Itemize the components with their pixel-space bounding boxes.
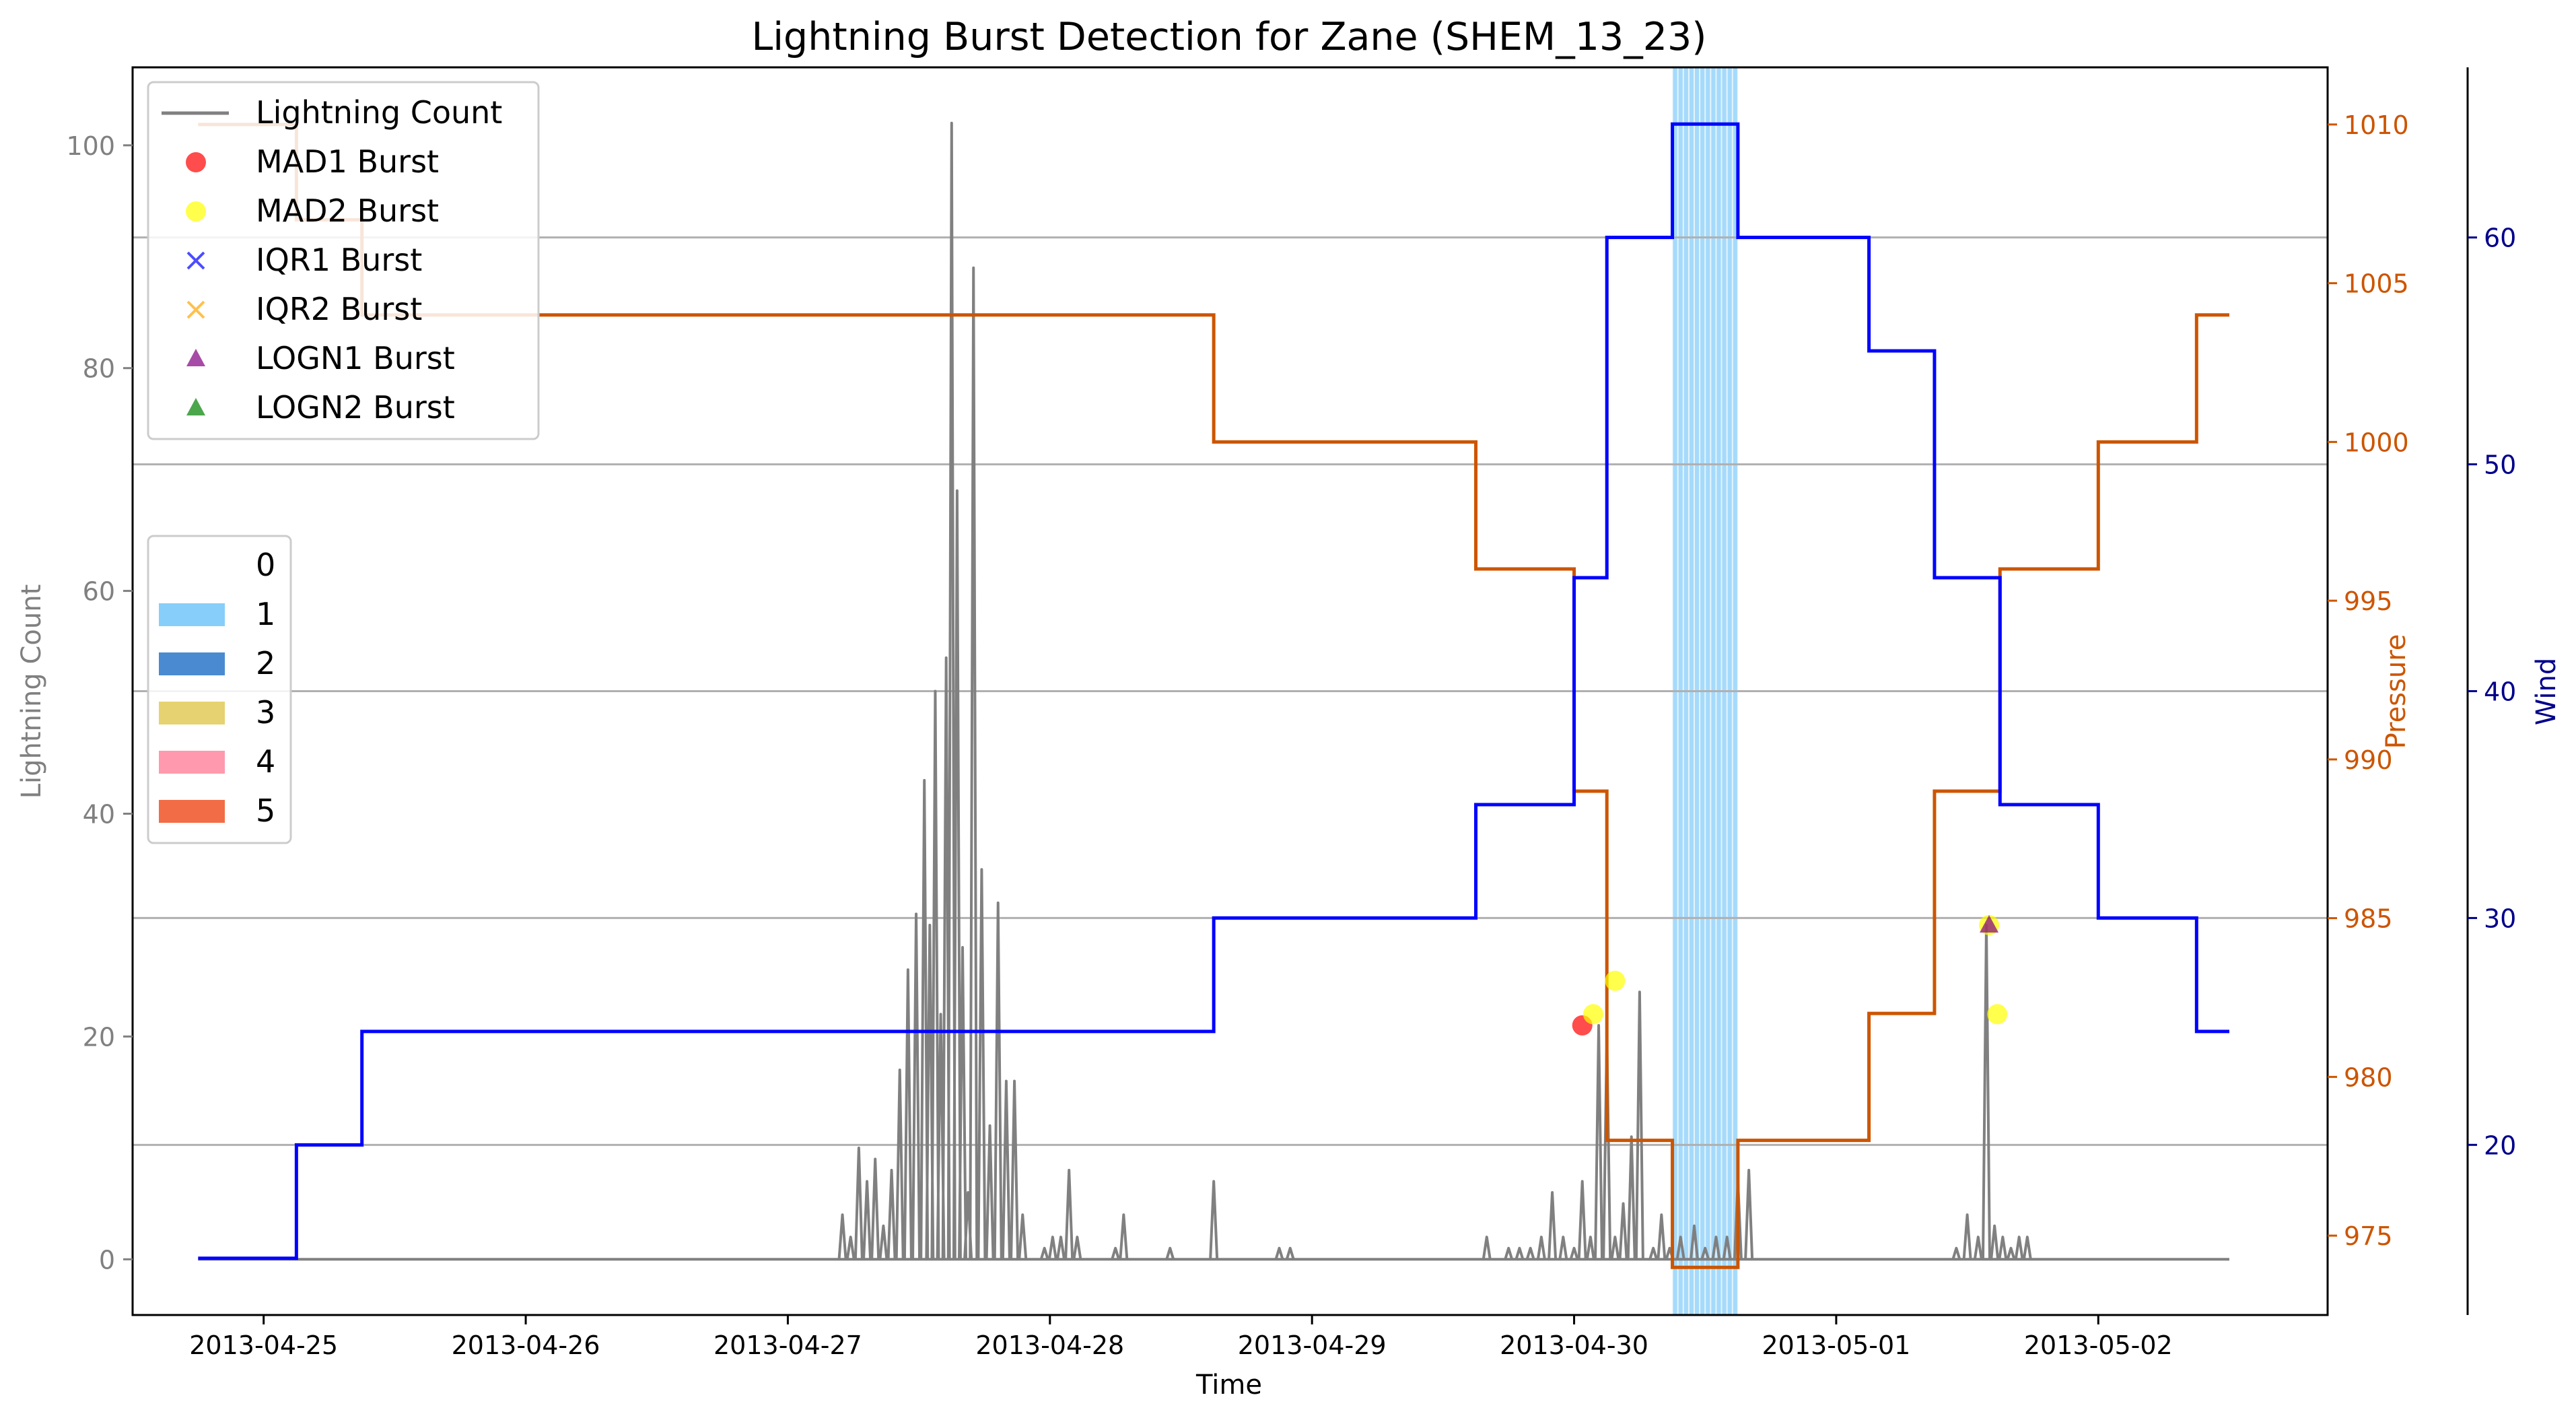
y-axis-label: Lightning Count: [16, 584, 47, 799]
legend-swatch: [186, 349, 205, 366]
category-legend-label: 5: [256, 793, 275, 829]
y2-tick-label: 1010: [2344, 110, 2409, 140]
category-legend-label: 4: [256, 743, 275, 780]
series-legend: Lightning Count MAD1 Burst MAD2 Burst IQR1 …: [147, 81, 540, 440]
category-swatch: [159, 751, 225, 774]
x-tick-label: 2013-04-26: [452, 1330, 600, 1360]
legend-label: LOGN1 Burst: [256, 340, 455, 376]
x-tick-label: 2013-04-25: [189, 1330, 338, 1360]
wind-series: [198, 122, 2229, 1260]
x-tick-label: 2013-04-30: [1500, 1330, 1648, 1360]
category-swatch: [159, 554, 225, 577]
y2-tick-label: 1000: [2344, 428, 2409, 457]
legend-label: Lightning Count: [256, 94, 502, 131]
y2-tick-label: 985: [2344, 904, 2393, 934]
plot-area: 2013-04-25 2013-04-26 2013-04-27 2013-04-28…: [66, 66, 2516, 1360]
legend-swatch: [186, 201, 206, 222]
category-swatch: [159, 652, 225, 675]
y3-tick-label: 60: [2484, 224, 2516, 253]
x-tick-label: 2013-05-01: [1762, 1330, 1911, 1360]
legend-label: MAD1 Burst: [256, 143, 439, 180]
y2-tick-label: 975: [2344, 1221, 2393, 1251]
category-legend-label: 2: [256, 645, 275, 681]
x-tick-label: 2013-05-02: [2024, 1330, 2173, 1360]
x-tick-label: 2013-04-28: [975, 1330, 1124, 1360]
category-legend-label: 3: [256, 694, 275, 731]
y3-axis-label: Wind: [2531, 658, 2562, 726]
legend-label: LOGN2 Burst: [256, 389, 455, 426]
y3-tick-label: 20: [2484, 1131, 2516, 1160]
y3-tick-label: 40: [2484, 677, 2516, 707]
y-tick-label: 40: [83, 799, 115, 829]
category-swatch: [159, 800, 225, 823]
series-legend-box: [147, 81, 540, 440]
y3-tick-label: 30: [2484, 904, 2516, 933]
burst-marker: [1980, 914, 1999, 933]
category-swatch: [159, 603, 225, 626]
legend-label: IQR1 Burst: [256, 242, 422, 278]
y-tick-label: 20: [83, 1022, 115, 1052]
legend-label: IQR2 Burst: [256, 291, 422, 327]
y-tick-label: 100: [66, 131, 115, 161]
legend-label: MAD2 Burst: [256, 193, 439, 229]
y-tick-label: 0: [99, 1245, 115, 1275]
category-legend: 0 1 2 3 4 5: [147, 535, 292, 844]
y-tick-label: 80: [83, 354, 115, 384]
category-legend-label: 0: [256, 547, 275, 583]
x-tick-label: 2013-04-27: [713, 1330, 862, 1360]
x-axis-label: Time: [1195, 1370, 1262, 1401]
y2-axis-label: Pressure: [2381, 634, 2412, 749]
category-legend-label: 1: [256, 596, 275, 632]
legend-swatch: [186, 398, 205, 415]
pressure-series: [198, 123, 2229, 1269]
legend-swatch: [186, 300, 205, 319]
x-tick-label: 2013-04-29: [1238, 1330, 1387, 1360]
burst-marker: [1582, 1004, 1603, 1025]
y2-tick-label: 990: [2344, 745, 2393, 775]
category-swatch: [159, 702, 225, 724]
y2-tick-label: 995: [2344, 586, 2393, 616]
y2-tick-label: 1005: [2344, 269, 2409, 299]
y3-tick-label: 50: [2484, 450, 2516, 480]
y2-tick-label: 980: [2344, 1063, 2393, 1092]
burst-marker: [1605, 970, 1626, 991]
legend-swatch: [186, 251, 205, 270]
y-tick-label: 60: [83, 577, 115, 607]
burst-marker: [1987, 1004, 2008, 1025]
chart-title: Lightning Burst Detection for Zane (SHEM…: [751, 15, 1706, 59]
legend-swatch: [186, 152, 206, 172]
plot-frame: [131, 66, 2329, 1316]
